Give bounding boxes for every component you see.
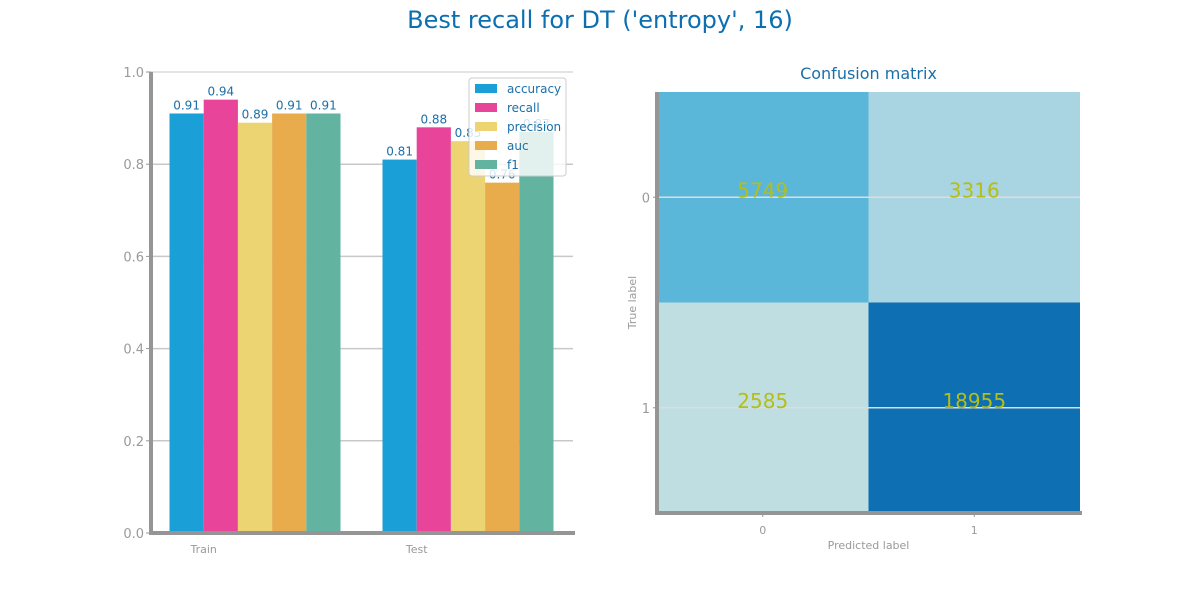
data-label: 0.94 (207, 85, 234, 99)
y-tick-label: 0.0 (123, 527, 144, 542)
x-tick-label: Test (405, 543, 428, 556)
data-label: 0.91 (173, 98, 200, 112)
data-label: 0.88 (420, 112, 447, 126)
legend-label: auc (507, 139, 529, 153)
bar-recall (416, 127, 451, 533)
heatmap-ylabel: True label (626, 276, 639, 330)
bar-precision (237, 122, 273, 534)
figure-title: Best recall for DT ('entropy', 16) (407, 6, 793, 34)
legend-swatch-accuracy (475, 84, 497, 93)
data-label: 0.81 (386, 145, 413, 159)
bar-accuracy (382, 159, 417, 533)
legend-label: accuracy (507, 82, 561, 96)
cell-annotation: 2585 (737, 389, 788, 413)
cell-annotation: 18955 (942, 389, 1006, 413)
heatmap-xlabel: Predicted label (828, 539, 910, 552)
y-tick-label: 1.0 (123, 66, 144, 81)
legend-label: f1 (507, 158, 519, 172)
data-label: 0.89 (242, 108, 269, 122)
legend-swatch-precision (475, 122, 497, 131)
legend-swatch-recall (475, 103, 497, 112)
cell-annotation: 3316 (949, 178, 1000, 202)
y-tick-label: 0.4 (123, 343, 144, 358)
bar-f1 (519, 131, 554, 533)
bar-accuracy (169, 113, 204, 534)
bar-recall (203, 99, 238, 533)
bar-auc (485, 182, 520, 533)
heatmap-y-tick-label: 0 (642, 191, 650, 206)
heatmap-x-tick-label: 1 (971, 524, 978, 537)
data-label: 0.91 (276, 98, 303, 112)
bar-auc (272, 113, 307, 534)
legend-box (468, 77, 567, 177)
y-tick-label: 0.6 (123, 250, 144, 265)
bar-precision (450, 141, 486, 533)
y-tick-label: 0.8 (123, 158, 144, 173)
x-tick-label: Train (189, 543, 216, 556)
bar-f1 (306, 113, 341, 534)
heatmap-y-tick-label: 1 (642, 402, 650, 417)
heatmap-x-tick-label: 0 (759, 524, 766, 537)
legend-swatch-auc (475, 141, 497, 150)
legend-swatch-f1 (475, 160, 497, 169)
heatmap-title: Confusion matrix (800, 64, 937, 83)
legend-label: recall (507, 101, 540, 115)
data-label: 0.91 (310, 98, 337, 112)
y-tick-label: 0.2 (123, 435, 144, 450)
legend-label: precision (507, 120, 561, 134)
cell-annotation: 5749 (737, 178, 788, 202)
